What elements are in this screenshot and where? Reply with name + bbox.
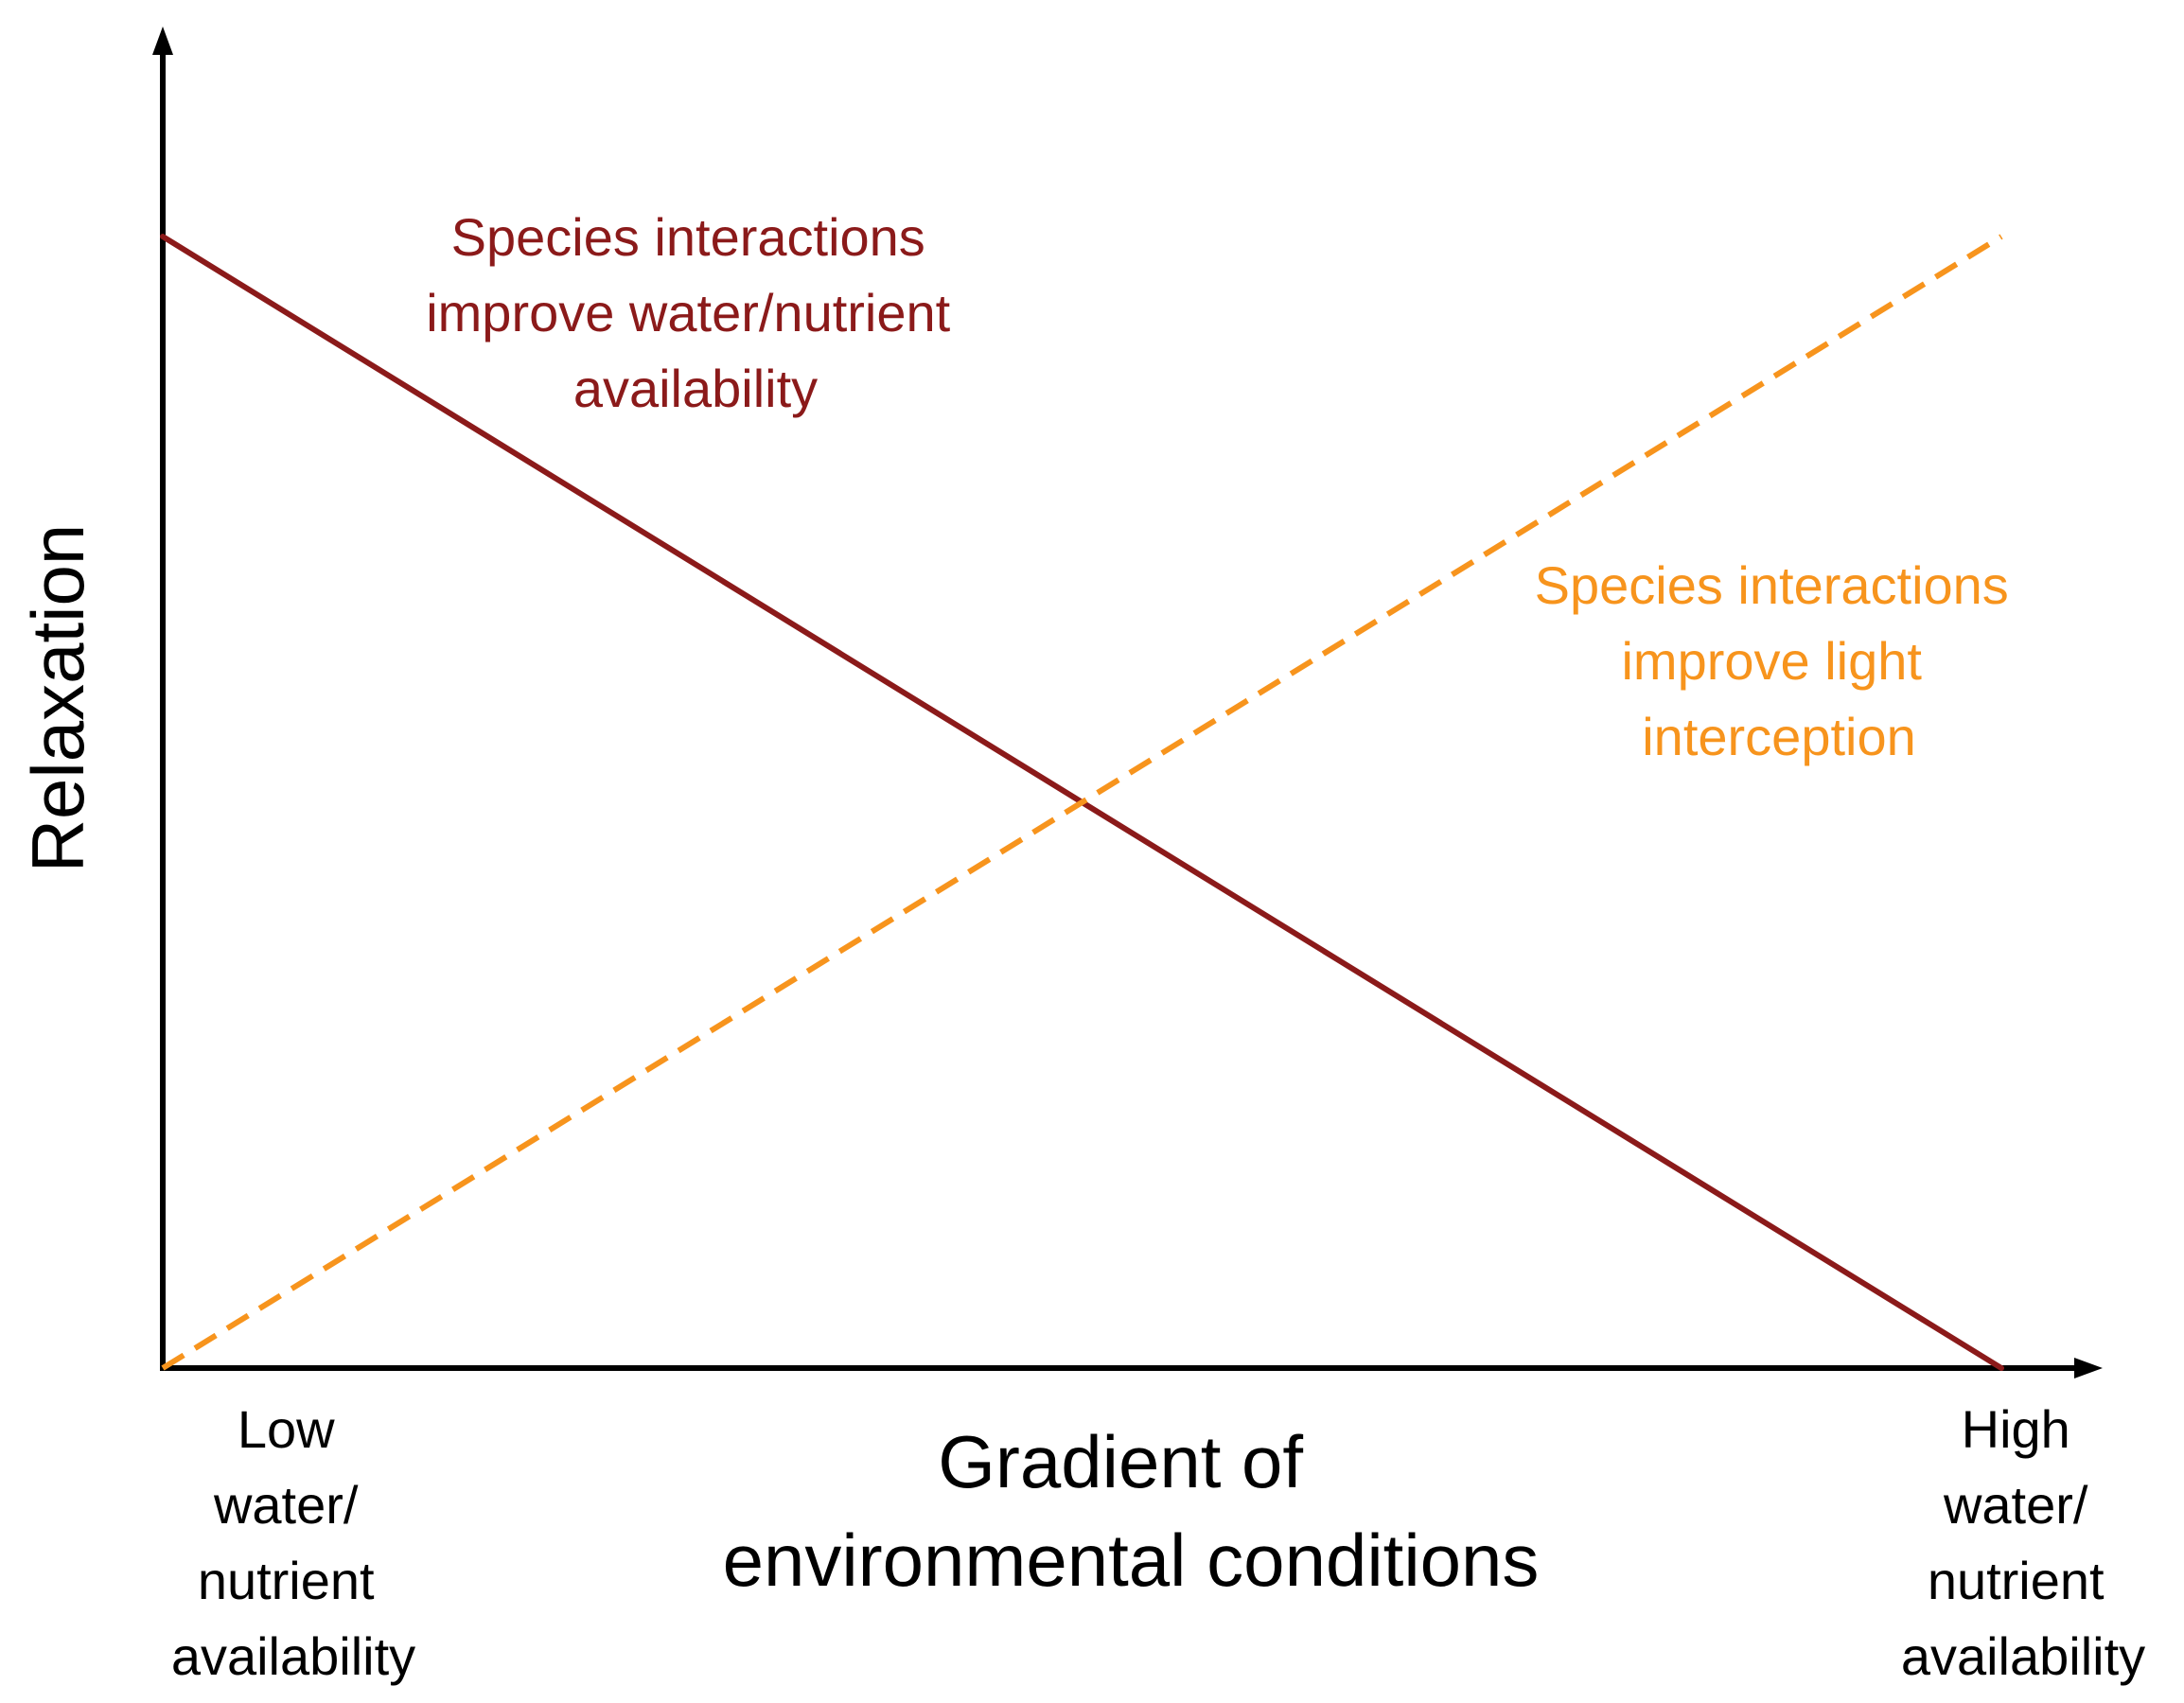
series-label-water-nutrient: Species interactions improve water/nutri… — [426, 207, 965, 418]
series-label-line: improve water/nutrient — [426, 283, 950, 342]
x-axis-low-end-line: Low — [238, 1399, 335, 1459]
x-axis-label: Gradient of environmental conditions — [723, 1420, 1540, 1602]
x-axis-low-end-line: availability — [171, 1626, 415, 1686]
series-label-light: Species interactions improve light inter… — [1535, 555, 2024, 766]
x-axis-high-end-line: High — [1962, 1399, 2070, 1459]
series-label-line: Species interactions — [1535, 555, 2009, 615]
x-axis-high-end-line: water/ — [1943, 1475, 2088, 1535]
y-axis-arrowhead — [152, 26, 173, 55]
x-axis-low-end-line: water/ — [213, 1475, 359, 1535]
x-axis-label-line: Gradient of — [938, 1420, 1303, 1503]
series-line-light — [161, 234, 2003, 1371]
x-axis-low-end-line: nutrient — [198, 1551, 375, 1610]
series-label-line: interception — [1642, 707, 1916, 766]
series-label-line: improve light — [1621, 631, 1922, 691]
y-axis-label: Relaxation — [16, 524, 99, 873]
x-axis-high-end-label: High water/ nutrient availability — [1901, 1399, 2145, 1686]
x-axis-arrowhead — [2074, 1358, 2103, 1378]
x-axis-high-end-line: availability — [1901, 1626, 2145, 1686]
x-axis-label-line: environmental conditions — [723, 1519, 1540, 1602]
x-axis-low-end-label: Low water/ nutrient availability — [171, 1399, 415, 1686]
series-label-line: availability — [573, 359, 818, 418]
x-axis-high-end-line: nutrient — [1928, 1551, 2105, 1610]
series-label-line: Species interactions — [451, 207, 925, 267]
